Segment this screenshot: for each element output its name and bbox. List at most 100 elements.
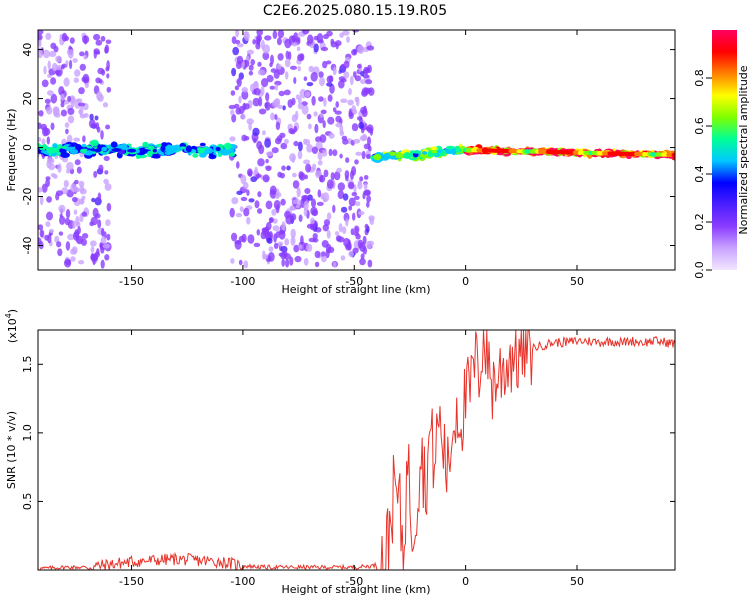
heatmap-cell [340,78,347,83]
heatmap-cell [295,110,299,121]
heatmap-y-axis-label: Frequency (Hz) [5,109,18,192]
heatmap-cell [234,85,240,91]
heatmap-cell [412,150,421,154]
heatmap-cell [275,98,281,107]
heatmap-cell [254,200,260,209]
heatmap-cell [59,215,66,225]
snr-y-multiplier: (x104) [4,309,19,343]
heatmap-cell [50,77,57,85]
heatmap-cell [257,191,262,198]
heatmap-cell [297,150,303,160]
heatmap-cell [52,62,58,72]
heatmap-cell [73,77,80,83]
heatmap-cell [250,59,255,66]
heatmap-cell [340,98,348,104]
heatmap-cell [304,188,311,194]
heatmap-cell [127,148,137,153]
heatmap-cell [235,39,241,45]
heatmap-cell [142,141,149,148]
heatmap-cell [69,37,75,44]
heatmap-cell [311,163,317,171]
heatmap-cell [244,31,250,42]
heatmap-cell [52,143,58,149]
heatmap-cell [347,241,352,251]
heatmap-cell [83,54,88,60]
heatmap-cell [284,38,292,49]
heatmap-cell [332,66,337,76]
heatmap-cell [247,168,253,177]
heatmap-cell [326,179,334,189]
heatmap-cell [228,104,236,110]
heatmap-cell [312,238,319,243]
heatmap-cell [257,158,265,167]
heatmap-cell [364,223,369,230]
heatmap-x-tick-label: 0 [462,275,469,288]
heatmap-cell [243,207,250,217]
heatmap-cell [292,172,297,178]
heatmap-cell [359,258,366,266]
heatmap-cell [348,88,352,96]
heatmap-cell [366,153,371,159]
heatmap-cell [328,132,335,139]
heatmap-cell [293,244,300,253]
heatmap-cell [272,30,278,39]
heatmap-cell [45,178,50,188]
heatmap-cell [270,54,274,65]
heatmap-cell [205,148,211,154]
heatmap-cell [273,233,277,243]
heatmap-cell [307,194,313,201]
heatmap-cell [71,246,78,254]
heatmap-cell [261,78,269,88]
heatmap-cell [64,122,70,128]
heatmap-cell [98,78,103,84]
heatmap-cell [281,221,286,232]
heatmap-cell [265,158,269,164]
heatmap-cell [330,172,335,181]
heatmap-cell [79,106,84,116]
heatmap-cell [319,76,325,87]
heatmap-cell [300,235,304,246]
heatmap-cell [322,120,326,129]
colorbar: 0.0 0.2 0.4 0.6 0.8 Normalized spectral ampl… [693,30,750,279]
heatmap-cell [46,196,52,203]
heatmap-cell [304,91,311,98]
heatmap-cell [90,240,97,247]
heatmap-cell [230,258,235,264]
heatmap-cell [93,170,98,178]
heatmap-cell [313,111,318,117]
heatmap-cell [293,77,297,84]
heatmap-cell [70,103,75,108]
heatmap-cell [289,256,294,266]
heatmap-cell [342,30,350,36]
heatmap-cell [95,39,103,46]
heatmap-cell [264,35,272,41]
heatmap-cell [230,90,236,96]
heatmap-x-tick-label: -50 [345,275,363,288]
heatmap-cell [355,233,361,240]
heatmap-cell [297,65,302,72]
heatmap-cell [303,76,308,81]
heatmap-cell [340,206,348,213]
heatmap-cell [104,183,112,191]
heatmap-cell [306,144,313,153]
heatmap-cell [90,254,98,262]
heatmap-cell [348,181,355,190]
heatmap-cell [286,165,291,171]
heatmap-cell [239,206,244,213]
heatmap-cell [323,169,329,178]
heatmap-cell [281,258,286,267]
heatmap-cell [278,90,285,97]
heatmap-cell [241,87,248,93]
heatmap-cell [81,76,87,82]
heatmap-cell [348,250,355,258]
heatmap-cell [53,148,60,153]
heatmap-cell [278,230,286,240]
heatmap-cell [60,101,65,108]
heatmap-cell [57,248,63,257]
heatmap-y-tick-label: -40 [21,237,34,255]
heatmap-cell [332,261,337,268]
heatmap-cell [135,149,140,154]
heatmap-cell [277,171,283,178]
heatmap-cell [290,236,296,246]
heatmap-cell [81,211,88,217]
